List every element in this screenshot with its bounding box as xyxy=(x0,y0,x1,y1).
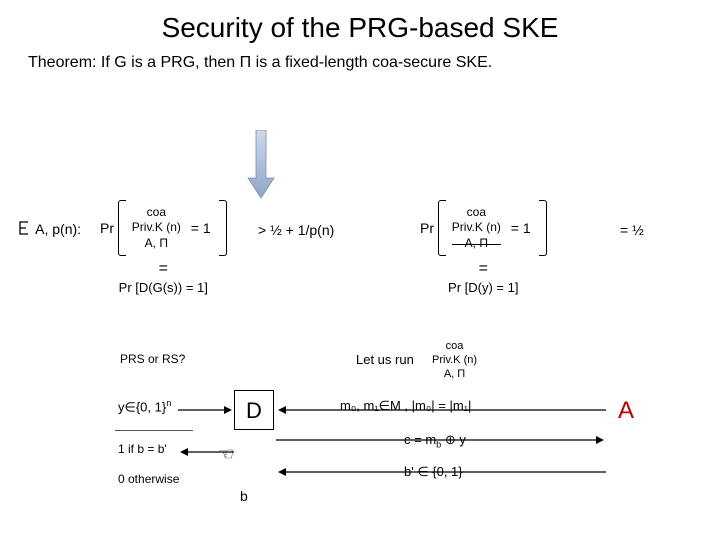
y-label: y∈{0, 1}n xyxy=(118,398,171,415)
arrow-left-icon xyxy=(178,446,234,458)
equals-half: = ½ xyxy=(620,222,644,238)
slide-title: Security of the PRG-based SKE xyxy=(0,0,720,44)
d-box: D xyxy=(234,390,274,430)
pr-expression-left: Pr coa Priv.K (n) A, Π = 1 = Pr [D(G(s))… xyxy=(100,200,227,295)
zero-otherwise-label: 0 otherwise xyxy=(118,472,179,486)
pr-dy: Pr [D(y) = 1] xyxy=(420,280,547,295)
let-us-run-privk: coa Priv.K (n) A, Π xyxy=(432,340,477,381)
down-arrow-icon xyxy=(246,130,276,200)
arrow-right-long-icon xyxy=(276,434,606,446)
a-box: A xyxy=(608,394,644,428)
pr-expression-right: Pr coa Priv.K (n) A, Π = 1 = Pr [D(y) = … xyxy=(420,200,547,295)
greater-than-expr: > ½ + 1/p(n) xyxy=(258,222,334,238)
theorem-text: Theorem: If G is a PRG, then Π is a fixe… xyxy=(0,44,720,72)
arrow-left-long-icon xyxy=(276,404,606,416)
b-label: b xyxy=(240,488,248,504)
divider-line xyxy=(115,430,193,431)
arrow-right-icon xyxy=(178,404,234,416)
pr-dgs: Pr [D(G(s)) = 1] xyxy=(100,280,227,295)
exists-label: A, p(n): xyxy=(18,220,81,237)
prs-or-rs-label: PRS or RS? xyxy=(120,352,185,366)
let-us-run-label: Let us run xyxy=(356,352,414,367)
arrow-left-long2-icon xyxy=(276,466,606,478)
one-if-label: 1 if b = b' xyxy=(118,442,167,456)
